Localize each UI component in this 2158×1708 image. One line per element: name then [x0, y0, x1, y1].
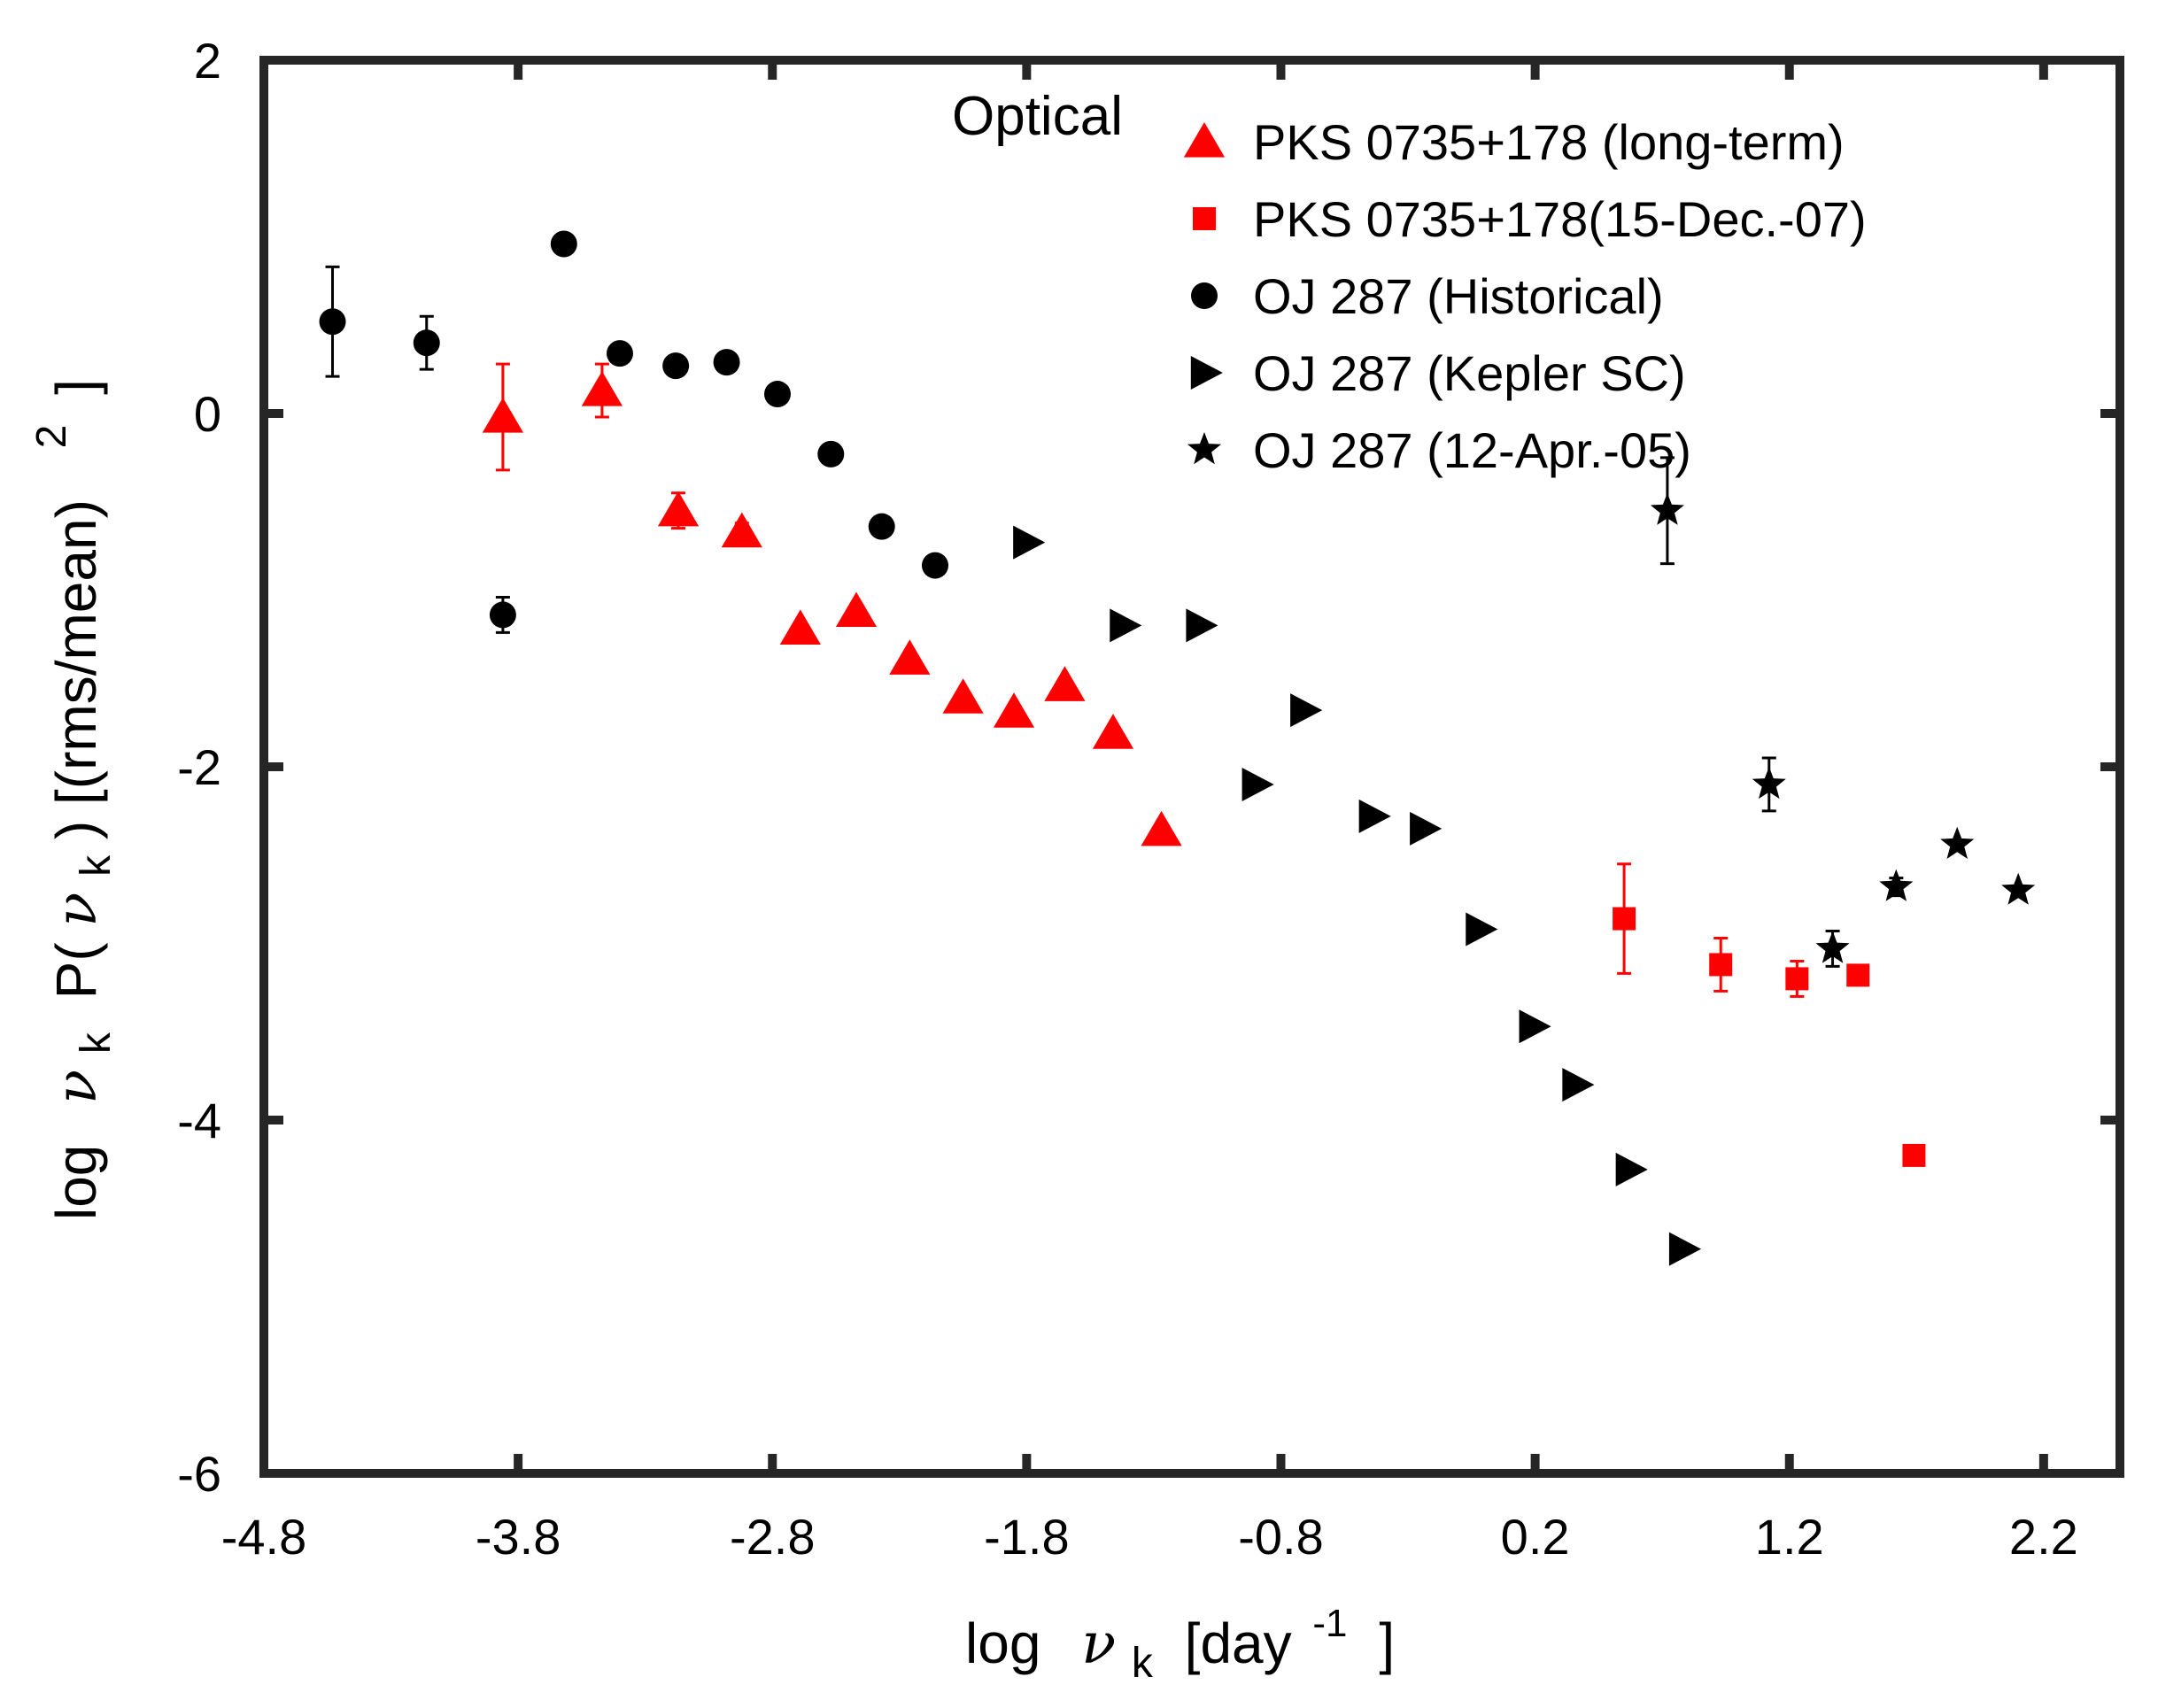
- data-point: [489, 601, 516, 629]
- data-point: [835, 591, 878, 628]
- data-point: [1466, 912, 1498, 947]
- data-point: [1709, 953, 1733, 977]
- data-point: [1358, 799, 1391, 833]
- data-point: [662, 352, 690, 380]
- data-point: [713, 349, 740, 376]
- data-point: [1141, 810, 1182, 846]
- data-point: [1940, 826, 1975, 859]
- data-point: [1290, 693, 1323, 728]
- data-point: [993, 692, 1035, 728]
- legend-label: PKS 0735+178 (long-term): [1253, 114, 1845, 170]
- data-point: [1519, 1009, 1551, 1044]
- data-point: [319, 308, 346, 336]
- legend-label: OJ 287 (Historical): [1253, 268, 1664, 324]
- series-triangle: [482, 362, 1182, 846]
- x-tick-label: -3.8: [476, 1509, 561, 1565]
- axis-ticks: [259, 56, 2120, 1478]
- data-point: [1241, 767, 1274, 801]
- series-triangle-right: [1013, 525, 1702, 1266]
- data-point: [1668, 1232, 1702, 1266]
- data-point: [1846, 963, 1870, 987]
- data-point: [868, 513, 895, 540]
- x-tick-label: -1.8: [984, 1509, 1070, 1565]
- y-axis-label: log ν k P( ν k ) [(rms/mean) 2 ]: [14, 379, 122, 1220]
- x-tick-label: 0.2: [1501, 1509, 1570, 1565]
- data-point: [1615, 1152, 1648, 1186]
- data-point: [482, 397, 523, 433]
- panel-annotation: Optical: [952, 86, 1123, 147]
- legend-label: OJ 287 (Kepler SC): [1253, 345, 1686, 401]
- series-square: [1613, 862, 1926, 1167]
- legend-marker: [1191, 282, 1218, 309]
- legend-marker: [1187, 432, 1221, 465]
- data-point: [581, 371, 623, 406]
- data-point: [1815, 931, 1850, 963]
- data-point: [413, 329, 440, 357]
- data-point: [1650, 492, 1684, 525]
- data-point: [1752, 767, 1786, 800]
- data-point: [2001, 872, 2036, 905]
- y-tick-label: -6: [177, 1446, 221, 1502]
- data-point: [1044, 666, 1086, 701]
- data-point: [1013, 525, 1046, 560]
- x-tick-labels: -4.8 -3.8 -2.8 -1.8 -0.8 0.2 1.2 2.2: [221, 1509, 2078, 1565]
- legend-marker: [1193, 207, 1216, 230]
- plot-area: [319, 230, 2036, 1266]
- data-point: [721, 512, 762, 548]
- x-tick-label: -0.8: [1238, 1509, 1324, 1565]
- y-tick-label: -4: [177, 1093, 221, 1148]
- data-point: [1092, 714, 1134, 749]
- data-point: [1785, 967, 1809, 991]
- legend-marker: [1190, 356, 1223, 390]
- legend-label: OJ 287 (12-Apr.-05): [1253, 422, 1691, 478]
- data-point: [1879, 869, 1914, 901]
- data-point: [922, 552, 949, 579]
- data-point: [942, 678, 984, 714]
- data-point: [763, 381, 791, 408]
- data-point: [1110, 608, 1142, 643]
- legend-label: PKS 0735+178(15-Dec.-07): [1253, 191, 1867, 247]
- legend: PKS 0735+178 (long-term) PKS 0735+178(15-…: [1183, 114, 1867, 478]
- x-tick-label: 1.2: [1755, 1509, 1824, 1565]
- data-point: [889, 639, 931, 675]
- series-circle: [319, 230, 949, 634]
- data-point: [1902, 1143, 1926, 1167]
- data-point: [1562, 1068, 1595, 1102]
- data-point: [606, 340, 633, 367]
- data-point: [657, 491, 700, 527]
- y-tick-label: -2: [177, 739, 221, 795]
- x-axis-label: log ν k [day -1 ]: [965, 1585, 1395, 1689]
- data-point: [779, 609, 821, 645]
- x-tick-label: -4.8: [221, 1509, 307, 1565]
- x-tick-label: 2.2: [2009, 1509, 2078, 1565]
- data-point: [1613, 907, 1636, 931]
- data-point: [817, 440, 845, 468]
- series-star: [1650, 456, 2036, 968]
- y-tick-labels: -6 -4 -2 0 2: [177, 33, 221, 1502]
- data-point: [550, 230, 577, 258]
- x-tick-label: -2.8: [730, 1509, 816, 1565]
- data-point: [1410, 811, 1443, 846]
- y-tick-label: 0: [194, 386, 221, 442]
- legend-marker: [1183, 122, 1226, 158]
- y-tick-label: 2: [194, 33, 221, 89]
- data-point: [1186, 608, 1218, 643]
